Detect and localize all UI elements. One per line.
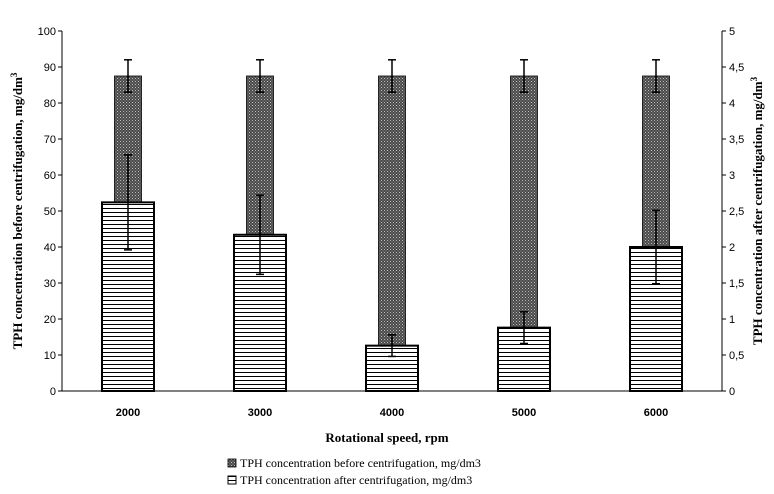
- y-left-tick-label: 70: [44, 134, 56, 146]
- y-right-tick-label: 4: [729, 98, 735, 110]
- legend-swatch-after: [227, 475, 237, 485]
- y-right-tick-label: 0,5: [729, 350, 744, 362]
- y-right-tick-label: 4,5: [729, 62, 744, 74]
- y-right-tick-label: 3,5: [729, 134, 744, 146]
- legend-swatch-before: [227, 458, 237, 468]
- legend: TPH concentration before centrifugation,…: [227, 456, 481, 487]
- x-category-label: 2000: [116, 407, 140, 419]
- y-left-tick-label: 50: [44, 206, 56, 218]
- y-left-tick-label: 60: [44, 170, 56, 182]
- y-right-tick-label: 2,5: [729, 206, 744, 218]
- y-right-ticks: 0 0,5 1 1,5 2 2,5 3 3,5 4 4,5 5: [722, 26, 744, 398]
- y-left-tick-label: 10: [44, 350, 56, 362]
- x-category-label: 6000: [644, 407, 668, 419]
- y-right-tick-label: 1,5: [729, 278, 744, 290]
- legend-label-after: TPH concentration after centrifugation, …: [240, 473, 472, 487]
- y-left-tick-label: 30: [44, 278, 56, 290]
- x-category-label: 5000: [512, 407, 536, 419]
- y-right-axis-title: TPH concentration after centrifugation, …: [749, 76, 765, 345]
- y-right-tick-label: 1: [729, 314, 735, 326]
- y-left-axis-title: TPH concentration before centrifugation,…: [9, 72, 25, 349]
- y-right-tick-label: 0: [729, 386, 735, 398]
- y-left-ticks: 0 10 20 30 40 50 60 70 80 90 100: [38, 26, 62, 398]
- y-left-tick-label: 90: [44, 62, 56, 74]
- x-category-labels: 2000 3000 4000 5000 6000: [116, 407, 668, 419]
- y-right-tick-label: 2: [729, 242, 735, 254]
- y-left-tick-label: 0: [50, 386, 56, 398]
- y-right-tick-label: 3: [729, 170, 735, 182]
- legend-label-before: TPH concentration before centrifugation,…: [240, 456, 481, 470]
- bar-after: [101, 201, 155, 392]
- y-left-axis-title-sup: 3: [9, 72, 19, 77]
- y-right-axis-title-text: TPH concentration after centrifugation, …: [750, 81, 765, 345]
- x-category-label: 3000: [248, 407, 272, 419]
- y-right-tick-label: 5: [729, 26, 735, 38]
- y-left-tick-label: 20: [44, 314, 56, 326]
- y-right-axis-title-sup: 3: [749, 76, 759, 81]
- y-left-tick-label: 40: [44, 242, 56, 254]
- y-left-tick-label: 80: [44, 98, 56, 110]
- y-left-tick-label: 100: [38, 26, 56, 38]
- x-axis-title: Rotational speed, rpm: [325, 430, 448, 445]
- x-category-label: 4000: [380, 407, 404, 419]
- error-bars: [124, 59, 660, 358]
- y-left-axis-title-text: TPH concentration before centrifugation,…: [10, 77, 25, 350]
